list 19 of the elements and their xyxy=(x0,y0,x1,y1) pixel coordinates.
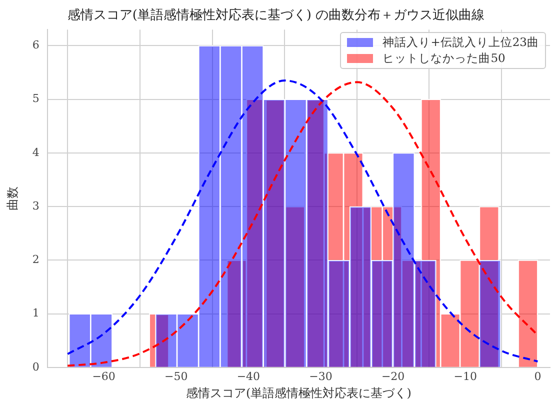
x-tick-label: −60 xyxy=(92,370,116,383)
y-tick-label: 0 xyxy=(32,360,40,374)
x-tick-label: −20 xyxy=(381,370,405,383)
chart-title: 感情スコア(単語感情極性対応表に基づく) の曲数分布＋ガウス近似曲線 xyxy=(67,7,485,24)
x-tick-label: −40 xyxy=(236,370,260,383)
y-tick-label: 1 xyxy=(32,306,40,320)
y-tick-label: 6 xyxy=(32,38,40,52)
x-tick-label: −30 xyxy=(309,370,332,383)
x-tick-label: −50 xyxy=(164,370,188,383)
y-axis-title: 曲数 xyxy=(5,186,20,210)
legend-label: 神話入り+伝説入り上位23曲 xyxy=(382,34,539,50)
y-tick-label: 3 xyxy=(32,199,40,212)
legend-label: ヒットしなかった曲50 xyxy=(382,50,506,66)
y-tick-label: 4 xyxy=(32,146,40,159)
x-tick-label: −10 xyxy=(454,370,477,383)
y-tick-label: 2 xyxy=(32,253,40,266)
x-axis-title: 感情スコア(単語感情極性対応表に基づく) xyxy=(186,386,412,400)
y-tick-label: 5 xyxy=(32,92,40,106)
x-tick-label: 0 xyxy=(534,370,542,383)
